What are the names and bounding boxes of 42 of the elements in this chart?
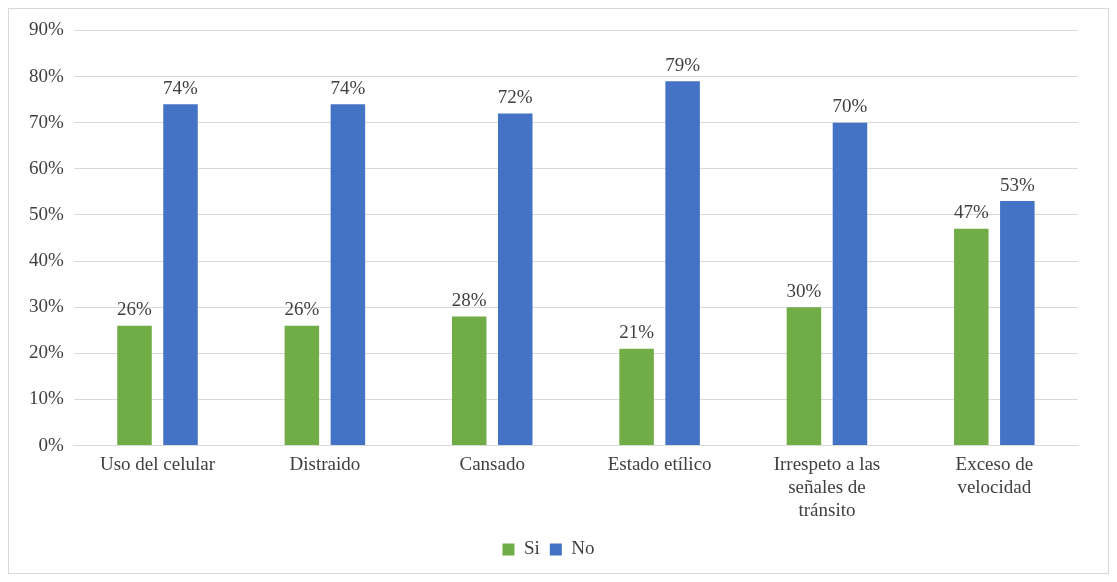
bar	[330, 104, 366, 446]
y-tick-label: 10%	[29, 387, 64, 409]
x-tick-label: Distraido	[289, 452, 361, 474]
data-label: 74%	[330, 76, 366, 98]
y-tick-label: 70%	[29, 110, 64, 132]
data-label: 26%	[117, 298, 153, 320]
data-label: 21%	[619, 321, 655, 343]
data-label: 79%	[665, 53, 701, 75]
y-tick-label: 90%	[29, 18, 64, 40]
legend-label: Si	[523, 537, 540, 559]
data-label: 74%	[163, 76, 199, 98]
data-label: 72%	[497, 85, 533, 107]
bar	[786, 307, 822, 446]
legend-label: No	[571, 537, 595, 559]
y-tick-label: 40%	[29, 249, 64, 271]
data-label: 53%	[999, 173, 1035, 195]
bar	[832, 122, 868, 446]
bar	[117, 325, 152, 446]
x-tick-label: Irrespeto a las señales de tránsito	[773, 452, 881, 520]
bar	[1000, 201, 1035, 446]
x-tick-label: Exceso de velocidad	[955, 452, 1034, 497]
bar	[163, 104, 198, 446]
data-label: 70%	[832, 95, 868, 117]
bar	[665, 81, 700, 446]
bar	[284, 325, 320, 446]
y-tick-label: 20%	[29, 341, 64, 363]
bar	[619, 348, 654, 446]
bar	[954, 228, 989, 446]
y-tick-label: 30%	[29, 295, 64, 317]
x-tick-label: Estado etílico	[607, 452, 712, 474]
data-label: 30%	[786, 279, 822, 301]
data-label: 26%	[284, 298, 320, 320]
bar	[451, 316, 487, 446]
data-label: 28%	[451, 288, 487, 310]
data-label: 47%	[953, 201, 989, 223]
y-tick-label: 0%	[38, 433, 64, 455]
bar	[497, 113, 533, 446]
x-tick-label: Uso del celular	[100, 452, 216, 474]
y-tick-label: 60%	[29, 156, 64, 178]
x-tick-label: Cansado	[459, 452, 525, 474]
y-tick-label: 80%	[29, 64, 64, 86]
y-tick-label: 50%	[29, 202, 64, 224]
